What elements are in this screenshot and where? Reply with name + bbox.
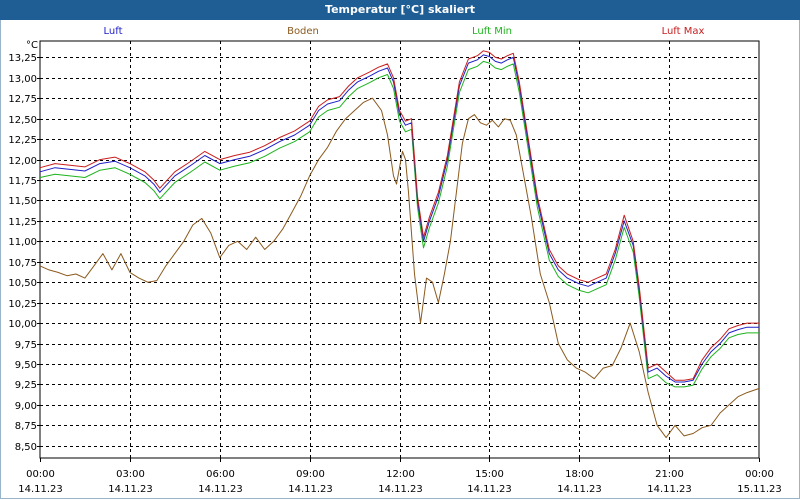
x-tick-time: 12:00 xyxy=(386,469,415,480)
x-tick-date: 14.11.23 xyxy=(18,484,63,495)
legend-entry: Luft xyxy=(104,26,123,37)
y-tick-label: 13,25 xyxy=(8,53,37,64)
y-axis-label: °C xyxy=(26,40,38,51)
x-tick-time: 06:00 xyxy=(206,469,235,480)
x-tick-time: 15:00 xyxy=(475,469,504,480)
x-tick-date: 14.11.23 xyxy=(467,484,512,495)
x-tick-time: 03:00 xyxy=(116,469,145,480)
y-tick-label: 10,00 xyxy=(8,319,37,330)
y-tick-label: 11,25 xyxy=(8,217,37,228)
y-tick-label: 12,00 xyxy=(8,156,37,167)
chart-title: Temperatur [°C] skaliert xyxy=(0,0,800,20)
x-tick-time: 00:00 xyxy=(745,469,774,480)
x-tick-time: 00:00 xyxy=(26,469,55,480)
x-tick-time: 18:00 xyxy=(565,469,594,480)
y-tick-label: 11,50 xyxy=(8,196,37,207)
x-tick-time: 21:00 xyxy=(655,469,684,480)
y-tick-label: 11,00 xyxy=(8,237,37,248)
series-line-boden xyxy=(39,97,760,439)
y-tick-label: 12,75 xyxy=(8,94,37,105)
y-tick-label: 13,00 xyxy=(8,74,37,85)
legend-entry: Boden xyxy=(287,26,319,37)
x-tick-date: 14.11.23 xyxy=(647,484,692,495)
y-tick-label: 9,25 xyxy=(15,380,37,391)
y-tick-label: 11,75 xyxy=(8,176,37,187)
y-tick-label: 10,50 xyxy=(8,278,37,289)
series-line-luft xyxy=(39,54,759,383)
x-tick-time: 09:00 xyxy=(296,469,325,480)
y-tick-label: 8,50 xyxy=(15,442,37,453)
plot-area xyxy=(39,40,760,459)
y-tick-label: 12,25 xyxy=(8,135,37,146)
x-tick-date: 15.11.23 xyxy=(737,484,782,495)
y-tick-label: 9,50 xyxy=(15,360,37,371)
y-tick-label: 12,50 xyxy=(8,115,37,126)
y-tick-label: 9,75 xyxy=(15,340,37,351)
x-tick-date: 14.11.23 xyxy=(108,484,153,495)
x-tick-date: 14.11.23 xyxy=(198,484,243,495)
x-tick-date: 14.11.23 xyxy=(378,484,423,495)
y-tick-label: 8,75 xyxy=(15,421,37,432)
y-tick-label: 9,00 xyxy=(15,401,37,412)
series-line-luft-max xyxy=(39,50,759,381)
legend-entry: Luft Max xyxy=(662,26,705,37)
x-tick-date: 14.11.23 xyxy=(288,484,333,495)
y-tick-label: 10,25 xyxy=(8,299,37,310)
x-tick-date: 14.11.23 xyxy=(557,484,602,495)
series-line-luft-min xyxy=(39,60,759,388)
legend-entry: Luft Min xyxy=(472,26,512,37)
y-tick-label: 10,75 xyxy=(8,258,37,269)
